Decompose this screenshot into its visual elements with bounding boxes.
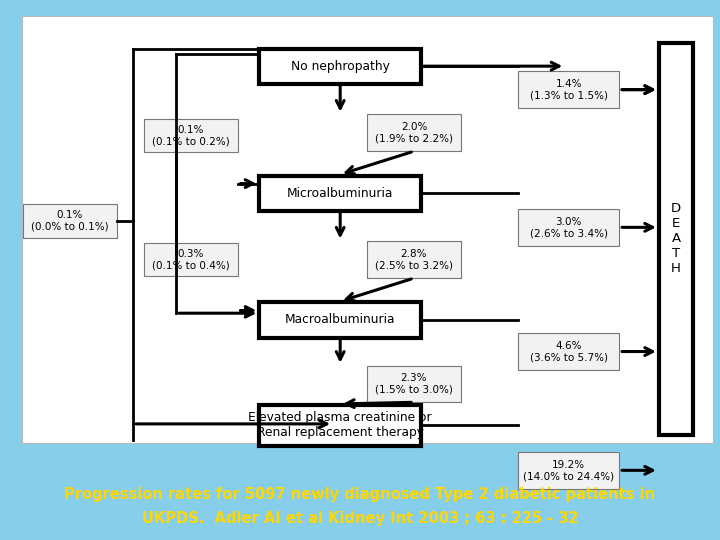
Text: 3.0%
(2.6% to 3.4%): 3.0% (2.6% to 3.4%) xyxy=(530,217,608,238)
FancyBboxPatch shape xyxy=(518,452,619,489)
FancyBboxPatch shape xyxy=(367,114,461,151)
Text: 4.6%
(3.6% to 5.7%): 4.6% (3.6% to 5.7%) xyxy=(530,341,608,362)
FancyBboxPatch shape xyxy=(518,209,619,246)
Text: 2.8%
(2.5% to 3.2%): 2.8% (2.5% to 3.2%) xyxy=(375,249,453,271)
FancyBboxPatch shape xyxy=(367,366,461,402)
Text: 19.2%
(14.0% to 24.4%): 19.2% (14.0% to 24.4%) xyxy=(523,460,614,481)
Text: Progression rates for 5097 newly diagnosed Type 2 diabetic patients in: Progression rates for 5097 newly diagnos… xyxy=(65,487,655,502)
FancyBboxPatch shape xyxy=(367,241,461,278)
FancyBboxPatch shape xyxy=(259,405,421,446)
Text: Microalbuminuria: Microalbuminuria xyxy=(287,186,393,200)
Text: 0.1%
(0.1% to 0.2%): 0.1% (0.1% to 0.2%) xyxy=(152,125,230,146)
Text: Elevated plasma creatinine or
Renal replacement therapy: Elevated plasma creatinine or Renal repl… xyxy=(248,411,432,439)
FancyBboxPatch shape xyxy=(22,16,713,443)
FancyBboxPatch shape xyxy=(259,176,421,211)
Text: 2.0%
(1.9% to 2.2%): 2.0% (1.9% to 2.2%) xyxy=(375,122,453,144)
Text: 0.1%
(0.0% to 0.1%): 0.1% (0.0% to 0.1%) xyxy=(31,210,109,232)
Text: D
E
A
T
H: D E A T H xyxy=(671,202,681,275)
FancyBboxPatch shape xyxy=(518,333,619,370)
Text: UKPDS.  Adler AI et al Kidney Int 2003 ; 63 : 225 - 32: UKPDS. Adler AI et al Kidney Int 2003 ; … xyxy=(142,511,578,526)
FancyBboxPatch shape xyxy=(23,204,117,238)
FancyBboxPatch shape xyxy=(259,49,421,84)
Text: 1.4%
(1.3% to 1.5%): 1.4% (1.3% to 1.5%) xyxy=(530,79,608,100)
FancyBboxPatch shape xyxy=(659,43,693,435)
Text: No nephropathy: No nephropathy xyxy=(291,59,390,73)
FancyBboxPatch shape xyxy=(259,302,421,338)
Text: 0.3%
(0.1% to 0.4%): 0.3% (0.1% to 0.4%) xyxy=(152,249,230,271)
Text: Macroalbuminuria: Macroalbuminuria xyxy=(285,313,395,327)
FancyBboxPatch shape xyxy=(518,71,619,108)
FancyBboxPatch shape xyxy=(144,119,238,152)
FancyBboxPatch shape xyxy=(144,243,238,276)
Text: 2.3%
(1.5% to 3.0%): 2.3% (1.5% to 3.0%) xyxy=(375,373,453,395)
